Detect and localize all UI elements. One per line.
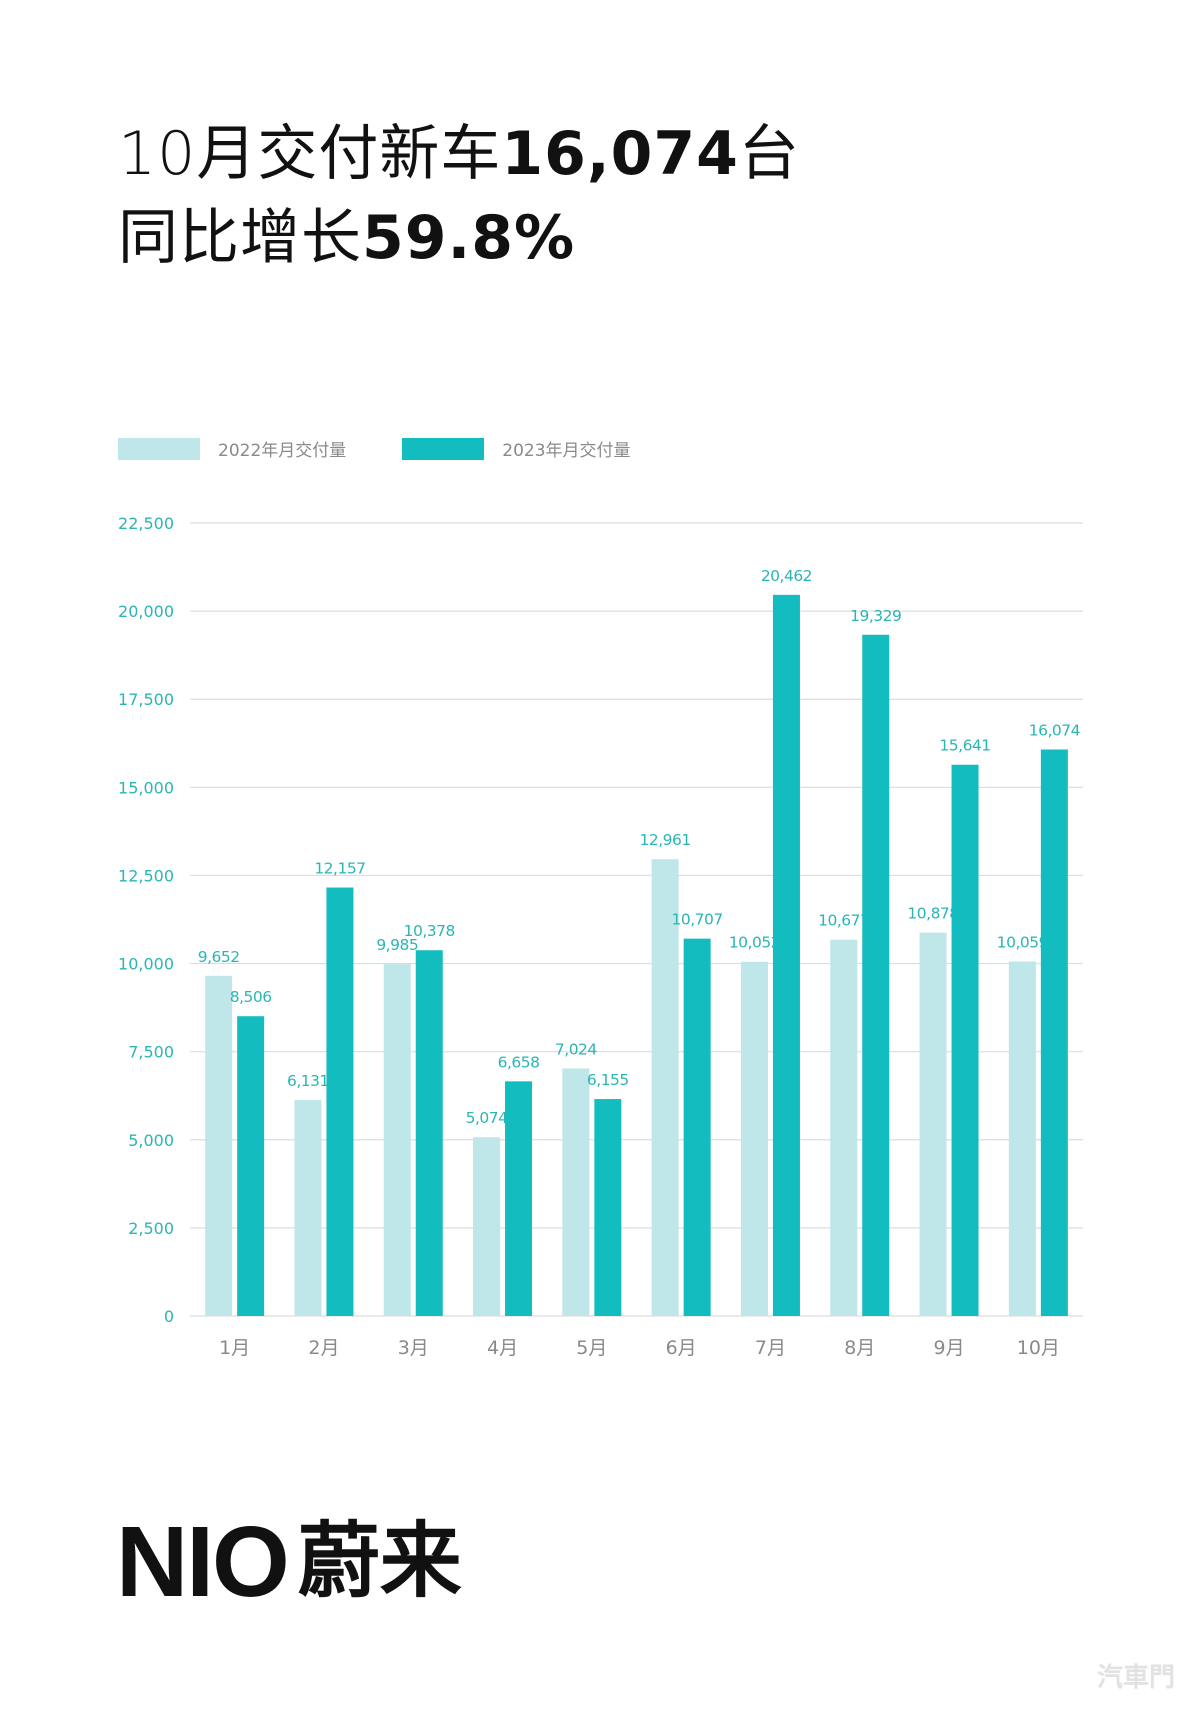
headline-line-2-prefix: 同比增长 — [118, 203, 362, 273]
bar-2023 — [415, 950, 443, 1316]
y-tick-label: 22,500 — [118, 514, 174, 533]
data-label: 10,052 — [729, 934, 780, 952]
bar-2022 — [205, 975, 233, 1316]
bar-2023 — [594, 1099, 622, 1316]
headline-line-1-suffix: 台 — [738, 119, 800, 189]
watermark: 汽車門 — [1096, 1663, 1175, 1693]
y-tick-label: 7,500 — [128, 1043, 174, 1062]
bar-2023 — [505, 1081, 533, 1316]
y-tick-label: 17,500 — [118, 690, 174, 709]
chart-legend: 2022年月交付量 2023年月交付量 — [118, 436, 687, 461]
bar-2022 — [740, 961, 768, 1316]
y-tick-label: 5,000 — [128, 1131, 174, 1150]
data-label: 9,652 — [198, 948, 240, 966]
data-label: 16,074 — [1029, 721, 1080, 739]
brand-logo-latin: NIO — [116, 1506, 290, 1618]
x-tick-label: 7月 — [755, 1337, 786, 1359]
y-tick-label: 12,500 — [118, 866, 174, 885]
headline-line-1: 10月交付新车16,074台 — [118, 112, 800, 196]
data-label: 10,059 — [997, 933, 1048, 951]
bar-2022 — [830, 939, 858, 1316]
legend-swatch-2023 — [402, 437, 485, 460]
x-tick-label: 9月 — [934, 1337, 965, 1359]
x-tick-label: 5月 — [576, 1337, 607, 1359]
bar-2023 — [1040, 749, 1068, 1316]
data-label: 6,155 — [587, 1071, 629, 1089]
headline-line-1-number: 16,074 — [501, 119, 739, 189]
y-tick-label: 10,000 — [118, 955, 174, 974]
bar-2023 — [772, 594, 800, 1316]
y-tick-label: 0 — [164, 1307, 174, 1326]
x-tick-label: 2月 — [308, 1337, 339, 1359]
data-label: 10,378 — [404, 922, 455, 940]
x-tick-label: 4月 — [487, 1337, 518, 1359]
x-tick-label: 6月 — [666, 1337, 697, 1359]
headline: 10月交付新车16,074台 同比增长59.8% — [118, 112, 800, 280]
bar-2023 — [862, 634, 890, 1316]
y-tick-label: 15,000 — [118, 778, 174, 797]
legend-item-2023: 2023年月交付量 — [402, 436, 631, 461]
x-tick-label: 3月 — [398, 1337, 429, 1359]
bar-chart: 0 2,500 5,000 7,500 10,000 12,500 15,000 17,500… — [118, 514, 1083, 1359]
data-label: 12,157 — [314, 860, 365, 878]
bar-2022 — [473, 1137, 501, 1316]
data-label: 20,462 — [761, 567, 812, 585]
data-label: 15,641 — [939, 737, 990, 755]
y-tick-label: 20,000 — [118, 602, 174, 621]
data-label: 19,329 — [850, 607, 901, 625]
bar-2023 — [683, 938, 711, 1316]
bar-2023 — [326, 887, 354, 1316]
data-label: 10,677 — [818, 912, 869, 930]
data-label: 6,658 — [498, 1053, 540, 1071]
bar-2022 — [383, 964, 411, 1316]
legend-label-2022: 2022年月交付量 — [218, 441, 347, 461]
bar-2023 — [237, 1016, 265, 1316]
bar-2022 — [919, 932, 947, 1316]
brand-logo-cjk: 蔚来 — [297, 1514, 462, 1609]
bar-2023 — [951, 764, 979, 1316]
legend-label-2023: 2023年月交付量 — [502, 441, 631, 461]
y-tick-label: 2,500 — [128, 1219, 174, 1238]
bar-2022 — [651, 859, 679, 1316]
bar-2022 — [562, 1068, 590, 1316]
headline-line-2-number: 59.8% — [362, 203, 576, 273]
data-label: 9,985 — [376, 936, 418, 954]
data-label: 5,074 — [466, 1109, 508, 1127]
headline-line-2: 同比增长59.8% — [118, 196, 800, 280]
x-tick-label: 10月 — [1017, 1337, 1060, 1359]
bar-2022 — [294, 1099, 322, 1316]
data-label: 10,707 — [672, 911, 723, 929]
bar-2022 — [1008, 961, 1036, 1316]
data-label: 6,131 — [287, 1072, 329, 1090]
data-label: 7,024 — [555, 1040, 597, 1058]
legend-swatch-2022 — [118, 437, 200, 460]
x-tick-label: 1月 — [219, 1337, 250, 1359]
brand-logo: NIO 蔚来 — [116, 1512, 462, 1612]
data-label: 8,506 — [230, 988, 272, 1006]
headline-line-1-prefix: 10月交付新车 — [118, 119, 502, 189]
x-tick-label: 8月 — [844, 1337, 875, 1359]
data-label: 12,961 — [640, 831, 691, 849]
data-label: 10,878 — [907, 905, 958, 923]
legend-item-2022: 2022年月交付量 — [118, 436, 346, 461]
